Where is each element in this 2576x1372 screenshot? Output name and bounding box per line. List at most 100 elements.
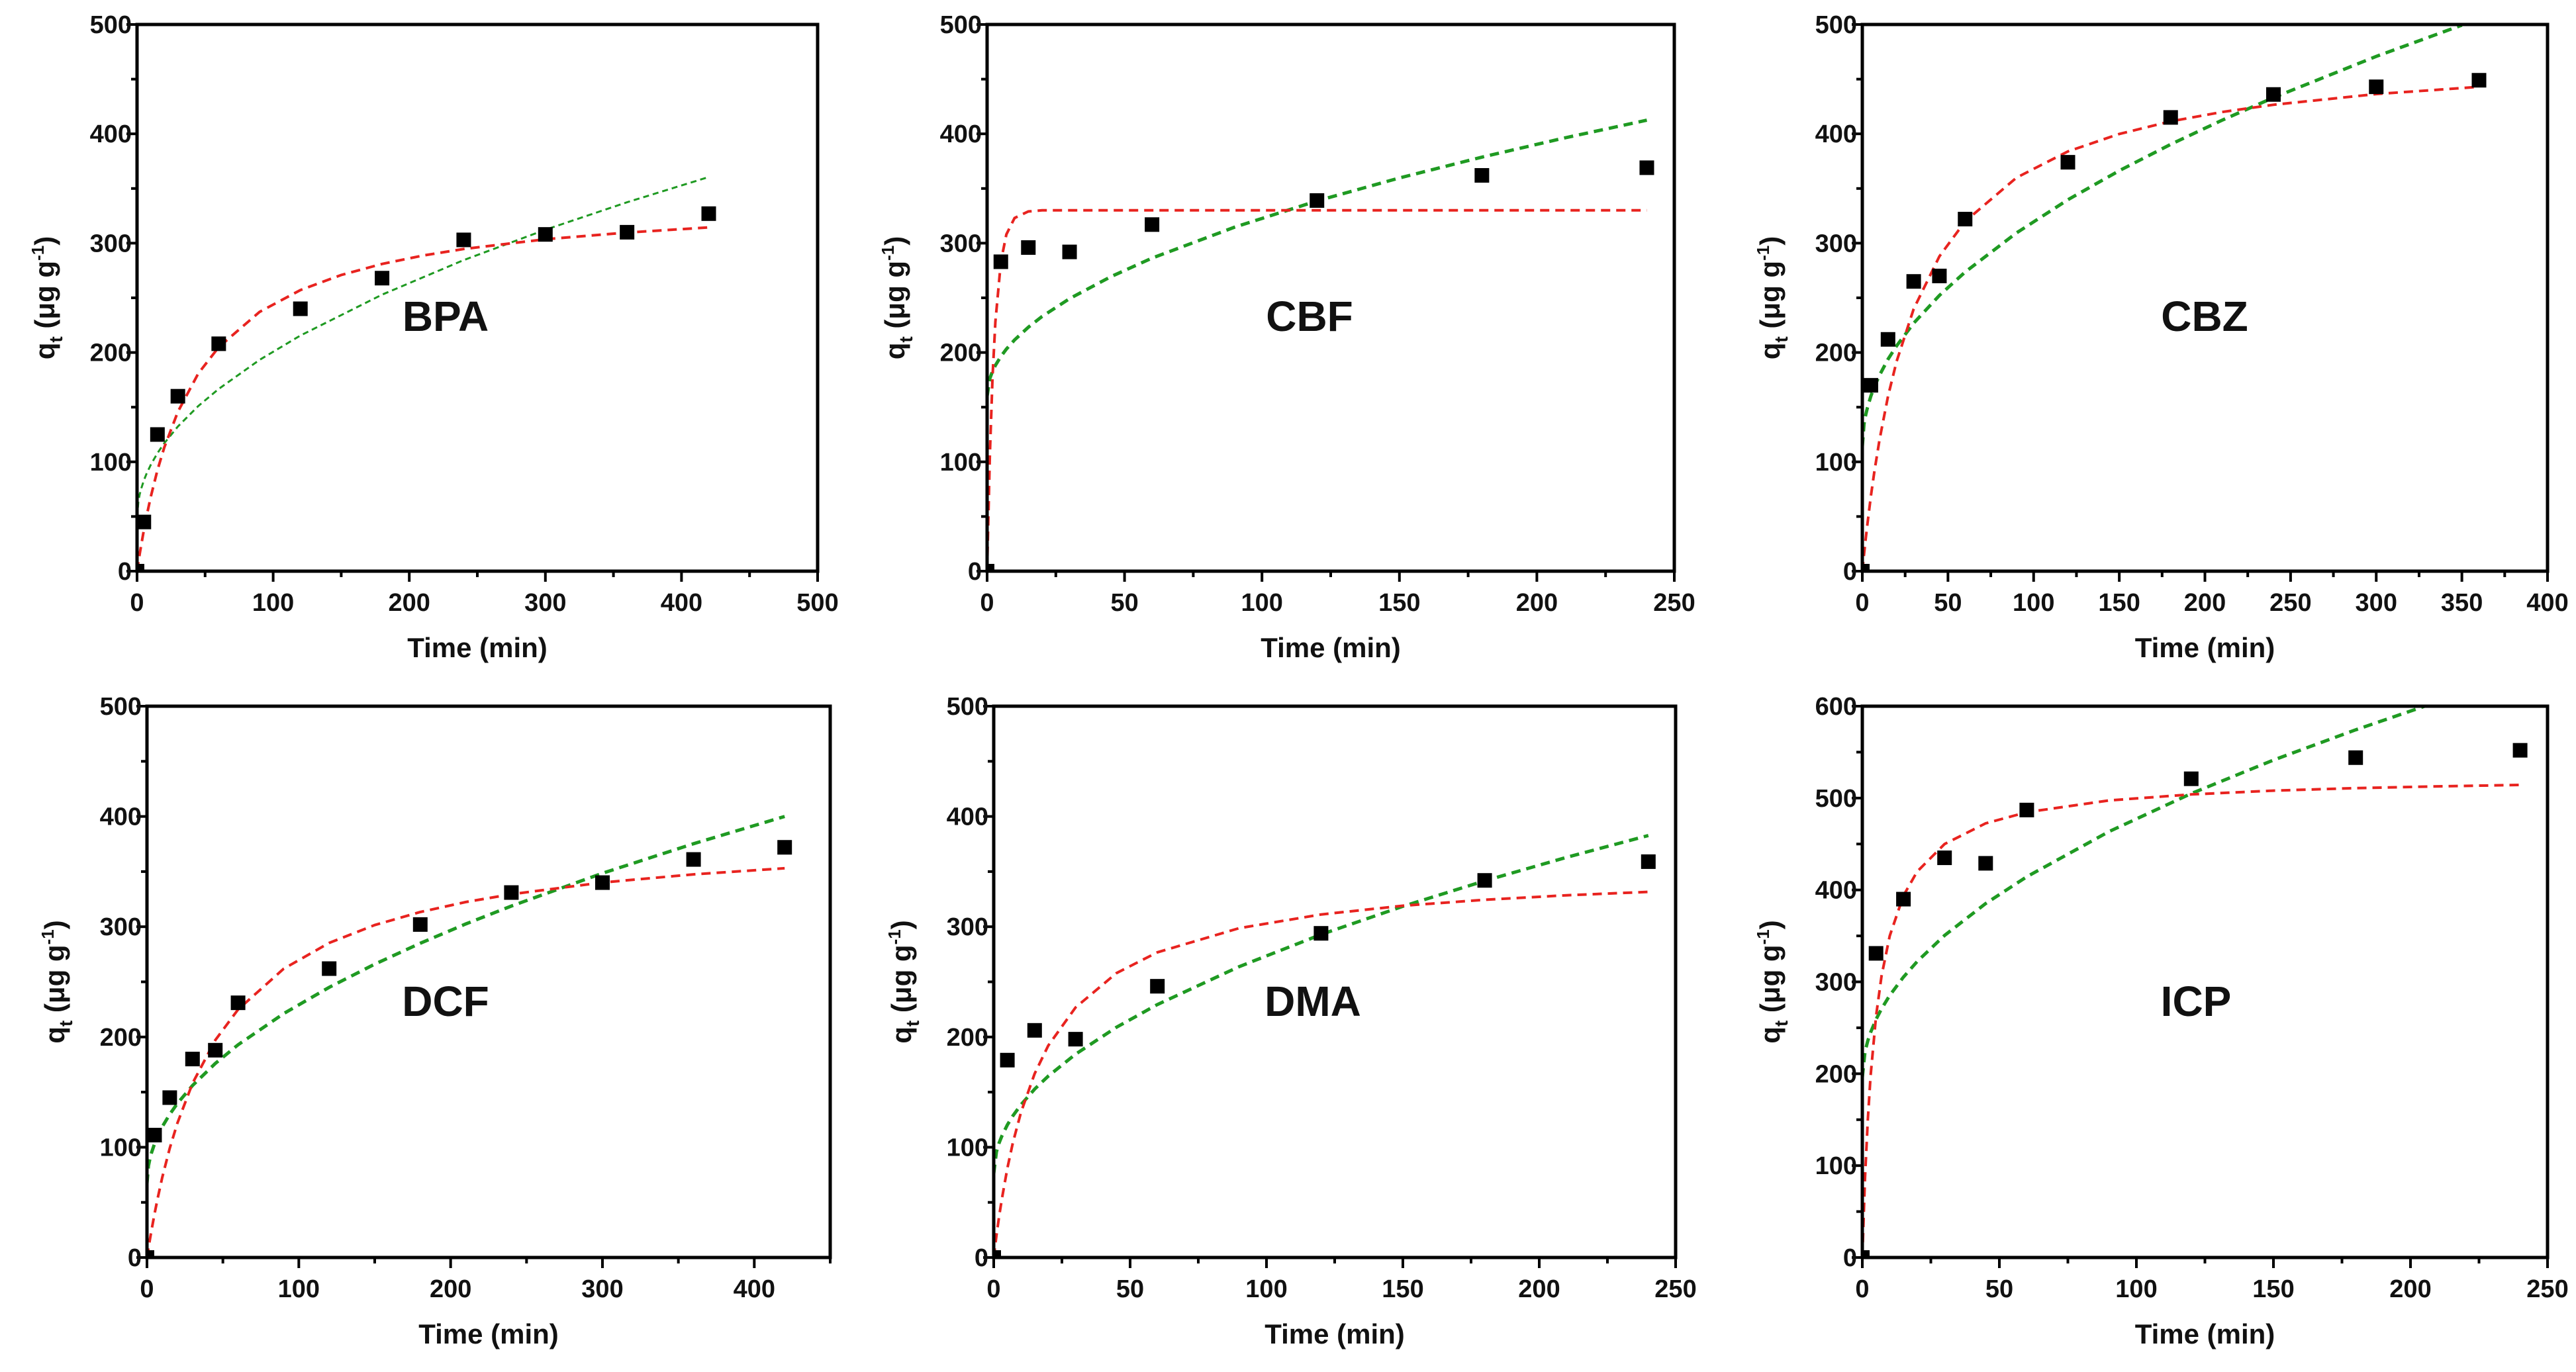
y-axis-title-close: ) — [1754, 236, 1786, 246]
data-point — [137, 564, 144, 571]
y-tick-label: 600 — [1815, 693, 1857, 721]
y-tick-label: 500 — [947, 693, 988, 721]
panel-label: CBF — [1266, 293, 1353, 340]
data-point — [1068, 1032, 1083, 1047]
x-axis-title: Time (min) — [2135, 1318, 2275, 1349]
y-tick-label: 0 — [968, 558, 982, 586]
data-point — [2369, 79, 2384, 95]
data-point — [595, 875, 610, 890]
x-tick-label: 350 — [2441, 589, 2483, 617]
fit-curve-green — [1862, 706, 2425, 1078]
x-axis-title: Time (min) — [407, 632, 548, 663]
y-axis-title-sub: t — [56, 1021, 76, 1027]
fit-curve-green — [147, 815, 785, 1184]
y-tick-label: 500 — [90, 11, 132, 39]
x-tick-label: 100 — [252, 589, 294, 617]
y-tick-label: 0 — [1843, 558, 1857, 586]
x-tick-label: 300 — [524, 589, 566, 617]
data-point — [1880, 332, 1895, 347]
data-point — [2183, 771, 2199, 786]
y-tick-label: 200 — [90, 340, 132, 367]
data-point — [322, 961, 337, 976]
data-point — [2266, 87, 2281, 102]
y-axis-title-sup: -1 — [878, 246, 898, 261]
y-tick-label: 100 — [1815, 1152, 1857, 1180]
data-point — [1906, 274, 1921, 289]
data-point — [1863, 378, 1878, 393]
data-point — [1639, 160, 1654, 175]
x-tick-label: 0 — [986, 1275, 1000, 1303]
y-tick-label: 100 — [100, 1134, 142, 1162]
y-tick-label: 400 — [947, 803, 988, 831]
data-point — [1868, 946, 1884, 961]
fit-curve-red — [137, 226, 709, 571]
y-axis-title-q: q — [1754, 343, 1786, 360]
x-tick-label: 400 — [661, 589, 702, 617]
x-tick-label: 250 — [1653, 589, 1695, 617]
y-tick-label: 300 — [1815, 969, 1857, 997]
panel-cbz: 0 50 100 150 200 250 300 350 400 0 100 200 300 400 500… — [1753, 11, 2569, 663]
x-tick-label: 0 — [140, 1275, 154, 1303]
y-tick-label: 100 — [947, 1134, 988, 1162]
panel-label: DMA — [1264, 978, 1361, 1025]
panel-label: ICP — [2161, 978, 2232, 1025]
y-tick-label: 300 — [940, 230, 982, 257]
data-point — [1978, 856, 1993, 871]
data-point — [987, 564, 994, 571]
y-tick-label: 0 — [1843, 1244, 1857, 1272]
plot-frame — [992, 704, 1678, 1259]
data-point — [1310, 193, 1325, 208]
y-axis-title-sub: t — [1771, 1021, 1791, 1027]
y-axis-title: qt (μg g-1) — [28, 236, 66, 359]
data-point — [162, 1090, 177, 1105]
data-point — [185, 1052, 200, 1067]
data-point — [2471, 73, 2487, 88]
y-axis-title-sup: -1 — [1753, 246, 1773, 261]
panel-label: BPA — [403, 293, 489, 340]
y-tick-label: 100 — [1815, 449, 1857, 477]
y-tick-label: 300 — [947, 913, 988, 941]
data-point — [538, 227, 553, 242]
x-tick-label: 50 — [1110, 589, 1138, 617]
y-tick-label: 100 — [940, 449, 982, 477]
y-axis-title-close: ) — [29, 236, 60, 246]
x-tick-label: 150 — [2252, 1275, 2294, 1303]
data-point — [412, 917, 428, 932]
data-point — [994, 1250, 1001, 1258]
y-axis-title-close: ) — [886, 920, 917, 929]
y-tick-label: 400 — [1815, 120, 1857, 148]
data-point — [2019, 802, 2034, 817]
x-axis-title: Time (min) — [1261, 632, 1401, 663]
x-tick-label: 400 — [734, 1275, 775, 1303]
plot-frame — [1860, 704, 2550, 1259]
y-tick-label: 200 — [1815, 340, 1857, 367]
y-axis-title-sub: t — [896, 336, 916, 342]
data-point — [2348, 750, 2363, 765]
y-axis-title-sub: t — [46, 336, 66, 342]
y-axis-title-q: q — [39, 1027, 70, 1044]
y-axis-title-sup: -1 — [38, 929, 58, 944]
y-tick-label: 500 — [1815, 785, 1857, 813]
fit-curve-green — [994, 833, 1649, 1174]
y-axis-title-unit: (μg g — [886, 944, 917, 1020]
y-tick-label: 0 — [128, 1244, 142, 1272]
data-point — [1958, 212, 1973, 227]
data-point — [686, 852, 701, 867]
y-axis-title-q: q — [886, 1027, 917, 1044]
plot-frame — [985, 23, 1676, 573]
x-tick-label: 0 — [1855, 589, 1869, 617]
y-axis-title-q: q — [879, 343, 910, 360]
y-tick-label: 500 — [100, 693, 142, 721]
fit-curve-red — [987, 208, 1647, 571]
y-axis-title-close: ) — [1754, 920, 1786, 929]
x-tick-label: 250 — [1654, 1275, 1696, 1303]
fit-curve-green — [137, 176, 709, 518]
data-point — [1145, 217, 1160, 232]
data-point — [293, 301, 308, 316]
y-tick-label: 300 — [100, 913, 142, 941]
y-tick-label: 400 — [100, 803, 142, 831]
data-point — [1150, 979, 1165, 994]
data-point — [456, 232, 471, 248]
y-tick-label: 200 — [940, 340, 982, 367]
x-tick-label: 0 — [1855, 1275, 1869, 1303]
